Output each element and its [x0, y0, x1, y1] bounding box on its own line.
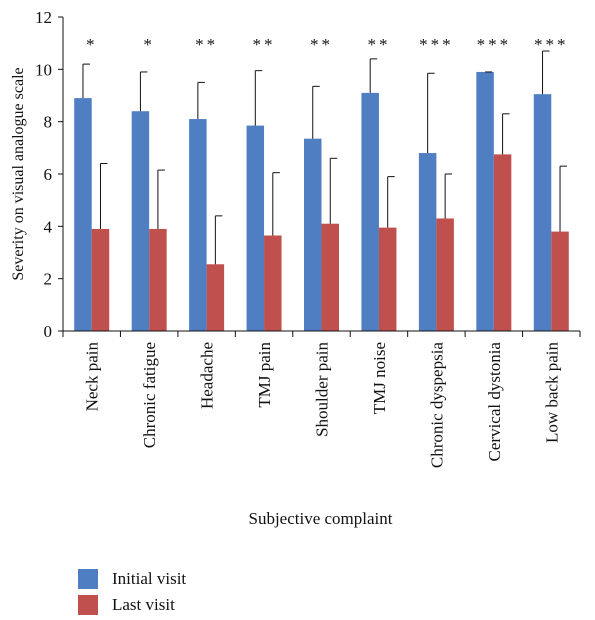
bar-last-visit-tmj-pain — [264, 235, 282, 331]
legend-swatch-initial-visit — [78, 569, 98, 589]
y-tick-label-12: 12 — [35, 8, 52, 27]
bar-initial-visit-shoulder-pain — [304, 138, 322, 331]
bar-last-visit-headache — [206, 264, 225, 331]
significance-cervical-dystonia: *** — [477, 35, 512, 54]
bar-last-visit-shoulder-pain — [321, 223, 339, 331]
y-tick-label-0: 0 — [44, 322, 53, 341]
significance-tmj-noise: ** — [367, 35, 390, 54]
significance-headache: ** — [195, 35, 218, 54]
y-tick-label-8: 8 — [44, 113, 53, 132]
legend: Initial visit Last visit — [78, 566, 186, 618]
bar-last-visit-neck-pain — [91, 228, 110, 331]
y-tick-label-2: 2 — [44, 270, 53, 289]
bar-initial-visit-tmj-noise — [361, 92, 379, 331]
x-tick-label-shoulder-pain: Shoulder pain — [313, 342, 332, 437]
significance-chronic-dyspepsia: *** — [419, 35, 454, 54]
y-tick-label-10: 10 — [35, 60, 52, 79]
significance-shoulder-pain: ** — [310, 35, 333, 54]
x-tick-label-headache: Headache — [198, 342, 217, 409]
y-tick-label-4: 4 — [44, 217, 53, 236]
significance-tmj-pain: ** — [253, 35, 276, 54]
x-tick-label-low-back-pain: Low back pain — [542, 342, 561, 444]
x-tick-label-tmj-noise: TMJ noise — [370, 342, 389, 414]
x-tick-label-chronic-dyspepsia: Chronic dyspepsia — [427, 342, 446, 469]
bar-last-visit-chronic-dyspepsia — [436, 218, 454, 331]
y-axis-title: Severity on visual analogue scale — [10, 67, 27, 280]
bar-last-visit-tmj-noise — [378, 227, 397, 331]
bar-initial-visit-cervical-dystonia — [476, 71, 494, 331]
bar-initial-visit-neck-pain — [74, 98, 92, 331]
legend-label-initial-visit: Initial visit — [112, 569, 187, 588]
bar-initial-visit-low-back-pain — [533, 94, 552, 331]
bar-last-visit-low-back-pain — [551, 231, 569, 331]
x-tick-label-neck-pain: Neck pain — [83, 342, 102, 412]
x-tick-label-tmj-pain: TMJ pain — [255, 342, 274, 408]
legend-item-last-visit: Last visit — [78, 592, 186, 618]
x-tick-label-cervical-dystonia: Cervical dystonia — [485, 342, 504, 462]
bar-initial-visit-chronic-dyspepsia — [418, 153, 437, 331]
bar-initial-visit-headache — [189, 119, 207, 331]
legend-item-initial-visit: Initial visit — [78, 566, 186, 592]
significance-neck-pain: * — [86, 35, 98, 54]
x-axis-title: Subjective complaint — [249, 509, 393, 528]
bar-last-visit-chronic-fatigue — [149, 228, 167, 331]
bar-initial-visit-tmj-pain — [246, 125, 265, 331]
bar-last-visit-cervical-dystonia — [493, 154, 512, 331]
significance-chronic-fatigue: * — [143, 35, 155, 54]
significance-low-back-pain: *** — [534, 35, 569, 54]
x-tick-label-chronic-fatigue: Chronic fatigue — [140, 342, 159, 448]
bar-initial-visit-chronic-fatigue — [131, 111, 150, 331]
y-tick-label-6: 6 — [44, 165, 53, 184]
legend-label-last-visit: Last visit — [112, 595, 175, 614]
legend-swatch-last-visit — [78, 595, 98, 615]
